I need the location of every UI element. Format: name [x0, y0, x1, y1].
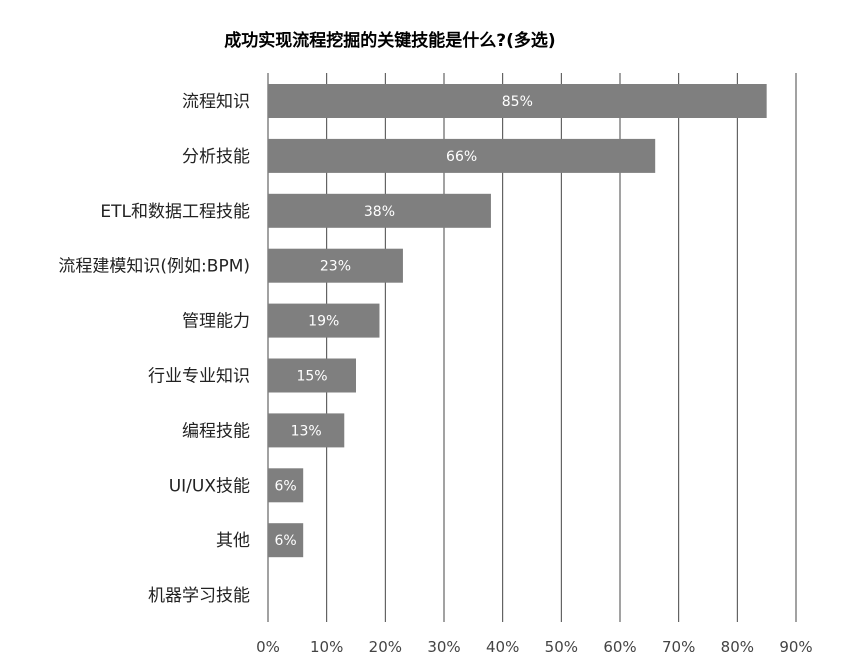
category-label: ETL和数据工程技能: [100, 202, 250, 222]
x-axis-tick-labels: 0% 10% 20% 30% 40% 50% 60% 70% 80% 90%: [256, 638, 813, 656]
category-label: 流程知识: [182, 92, 250, 112]
bar: [268, 468, 304, 503]
data-label: 38%: [364, 204, 395, 220]
data-label: 13%: [291, 423, 322, 439]
data-label: 19%: [308, 314, 339, 330]
bar: [268, 84, 767, 118]
data-label: 15%: [296, 369, 327, 385]
bar: [268, 248, 403, 283]
x-tick-label: 10%: [310, 638, 343, 656]
bar: [268, 303, 380, 338]
x-tick-label: 80%: [721, 638, 754, 656]
bar: [268, 523, 304, 558]
data-label: 6%: [274, 533, 296, 549]
category-label: 其他: [216, 531, 250, 551]
x-tick-label: 60%: [603, 638, 636, 656]
x-tick-label: 40%: [486, 638, 519, 656]
category-label: 管理能力: [182, 312, 250, 332]
x-tick-label: 50%: [545, 638, 578, 656]
category-label: 流程建模知识(例如:BPM): [58, 257, 250, 277]
x-tick-label: 0%: [256, 638, 280, 656]
x-tick-label: 20%: [369, 638, 402, 656]
category-label: 分析技能: [182, 147, 250, 167]
bar: [268, 193, 491, 228]
category-label: 行业专业知识: [148, 367, 250, 387]
x-tick-label: 70%: [662, 638, 695, 656]
bars: 85% 66% 38% 23% 19% 15% 13% 6% 6%: [268, 84, 767, 558]
category-label: UI/UX技能: [169, 476, 250, 496]
x-tick-label: 30%: [427, 638, 460, 656]
bar: [268, 413, 345, 448]
data-label: 6%: [274, 478, 296, 494]
bar: [268, 358, 356, 393]
bar: [268, 138, 656, 173]
data-label: 66%: [446, 149, 477, 165]
data-label: 85%: [502, 94, 533, 110]
x-tick-label: 90%: [779, 638, 812, 656]
data-label: 23%: [320, 259, 351, 275]
category-label: 编程技能: [182, 421, 250, 441]
chart-title: 成功实现流程挖掘的关键技能是什么?(多选): [224, 30, 555, 51]
category-label: 机器学习技能: [148, 586, 250, 606]
